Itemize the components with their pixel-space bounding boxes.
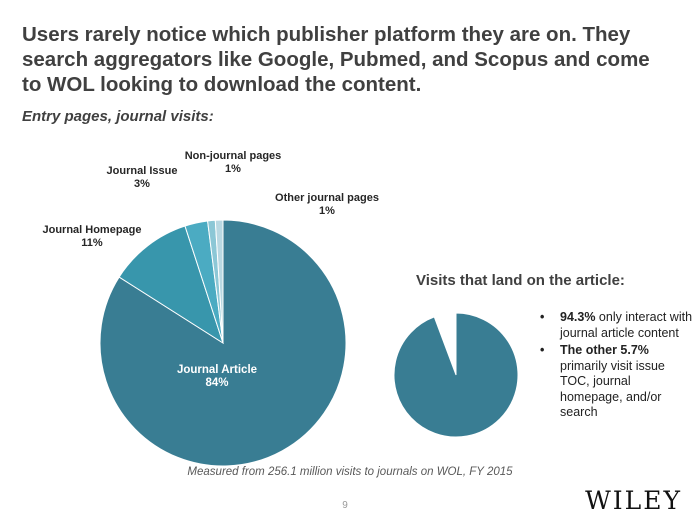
slice-name: Journal Article <box>176 364 258 376</box>
article-bullets: 94.3% only interact with journal article… <box>536 310 696 423</box>
slice-value: 1% <box>319 205 335 217</box>
bullet-strong: 94.3% <box>560 310 596 324</box>
main-pie-slice-4 <box>214 219 224 344</box>
slice-label-journal-issue: Journal Issue 3% <box>92 165 192 191</box>
slice-label-journal-article: Journal Article 84% <box>162 364 272 390</box>
slice-label-other-journal-pages: Other journal pages 1% <box>262 192 392 218</box>
slide-title: Users rarely notice which publisher plat… <box>22 23 650 96</box>
bullet-item: The other 5.7% primarily visit issue TOC… <box>536 343 696 421</box>
article-pie-heading: Visits that land on the article: <box>416 272 625 289</box>
footnote: Measured from 256.1 million visits to jo… <box>187 466 513 478</box>
slice-name: Other journal pages <box>275 192 379 204</box>
chart-subtitle: Entry pages, journal visits: <box>22 108 214 125</box>
slice-value: 11% <box>81 237 103 249</box>
page-number: 9 <box>342 500 348 511</box>
slice-name: Non-journal pages <box>184 150 282 162</box>
bullet-text: primarily visit issue TOC, journal homep… <box>560 358 665 420</box>
bullet-text: only interact with journal article conte… <box>560 310 693 340</box>
wiley-logo: WILEY <box>585 486 682 515</box>
slice-value: 1% <box>225 163 241 175</box>
main-pie-chart <box>99 219 347 467</box>
slice-label-journal-homepage: Journal Homepage 11% <box>32 224 152 250</box>
slice-value: 3% <box>134 178 150 190</box>
article-pie-slice-0 <box>393 312 519 438</box>
slice-name: Journal Issue <box>106 165 178 177</box>
bullet-item: 94.3% only interact with journal article… <box>536 310 696 341</box>
slice-value: 84% <box>205 377 229 389</box>
slice-name: Journal Homepage <box>42 224 142 236</box>
slice-label-non-journal-pages: Non-journal pages 1% <box>173 150 293 176</box>
main-pie-slice-1 <box>118 225 224 345</box>
article-pie-chart <box>393 312 519 438</box>
bullet-strong: The other 5.7% <box>560 343 649 357</box>
